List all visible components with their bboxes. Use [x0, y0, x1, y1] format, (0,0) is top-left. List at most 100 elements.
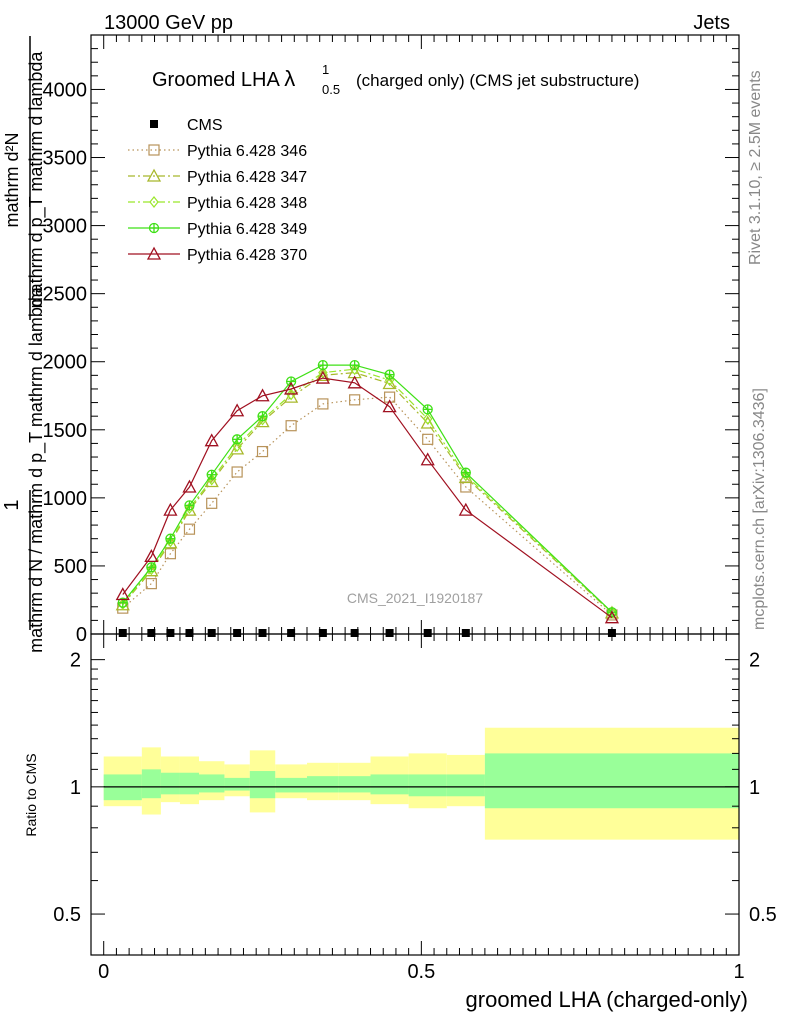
point-p370-9: [347, 375, 362, 389]
ratio-band-inner-1: [141, 769, 161, 799]
point-p346-10: [383, 391, 396, 403]
legend: CMS Pythia 6.428 346 Pythia 6.428 347 Pythi…: [128, 117, 307, 264]
header-right-label: Jets: [693, 12, 730, 34]
point-cms-6: [258, 629, 267, 637]
ratio-band-inner-12: [446, 774, 485, 797]
point-p370-3: [182, 479, 197, 493]
series-line-p348: [122, 368, 613, 613]
main-ylabel: 1 mathrm d N / mathrm d p_T mathrm d lam…: [1, 36, 47, 653]
series-line-p370: [122, 377, 613, 619]
point-p370-7: [284, 381, 299, 395]
series-p346: [117, 391, 618, 621]
ratio-band-inner-10: [370, 774, 409, 795]
legend-marker-p349: [148, 222, 160, 234]
series-p349: [117, 359, 618, 618]
point-p349-3: [184, 500, 195, 511]
ratio-ytick-label-left-2: 2: [70, 650, 81, 672]
point-p349-7: [285, 376, 297, 387]
point-p349-2: [165, 533, 176, 544]
plot-title-sub: 0.5: [322, 82, 340, 97]
point-p370-6: [255, 388, 270, 402]
legend-label-p347: Pythia 6.428 347: [187, 169, 307, 186]
mcplots-label: mcplots.cern.ch [arXiv:1306.3436]: [751, 388, 768, 630]
ratio-ylabel: Ratio to CMS: [23, 753, 39, 836]
point-p348-5: [232, 440, 242, 453]
point-p349-10: [384, 369, 395, 380]
point-p348-7: [286, 388, 296, 401]
point-p370-1: [144, 549, 159, 563]
series-line-p349: [122, 364, 613, 613]
main-ytick-label-4: 2000: [43, 352, 88, 374]
x-tick-label-0: 0: [98, 961, 109, 983]
point-p349-11: [422, 404, 433, 415]
svg-text:Groomed LHA λ: Groomed LHA λ: [152, 66, 295, 91]
ratio-band-inner-5: [224, 777, 250, 791]
point-p349-6: [257, 411, 268, 422]
legend-label-p346: Pythia 6.428 346: [187, 143, 307, 160]
point-p346-11: [422, 433, 434, 445]
main-ylabel-denominator: mathrm d p_T mathrm d lambda: [26, 51, 47, 309]
legend-marker-p347: [146, 168, 162, 182]
point-p349-4: [206, 469, 217, 480]
point-p370-12: [458, 502, 473, 516]
ratio-frame: [90, 633, 740, 956]
main-ylabel-numerator: mathrm d²N: [2, 132, 22, 227]
main-ytick-label-3: 1500: [43, 420, 88, 442]
point-p346-6: [256, 445, 269, 458]
series-p370: [115, 370, 620, 624]
legend-label-p349: Pythia 6.428 349: [187, 221, 307, 238]
x-tick-label-1: 0.5: [407, 961, 435, 983]
point-p346-5: [231, 466, 243, 478]
point-p348-3: [184, 502, 195, 515]
point-p346-9: [349, 394, 361, 406]
legend-entry-p346: Pythia 6.428 346: [128, 143, 307, 160]
point-cms-5: [233, 629, 242, 637]
ratio-ytick-label-right-2: 2: [749, 650, 760, 672]
legend-marker-cms: [150, 120, 158, 128]
legend-marker-p348: [149, 196, 159, 208]
point-cms-12: [461, 629, 470, 637]
point-p346-2: [164, 548, 177, 560]
legend-label-p370: Pythia 6.428 370: [187, 247, 307, 264]
legend-label-cms: CMS: [187, 117, 223, 134]
point-p370-2: [163, 502, 178, 516]
legend-entry-p347: Pythia 6.428 347: [128, 168, 307, 186]
point-cms-0: [118, 629, 127, 637]
point-p370-4: [204, 433, 219, 447]
point-p349-5: [231, 434, 243, 445]
rivet-version-label: Rivet 3.1.10, ≥ 2.5M events: [747, 70, 764, 265]
main-ytick-label-7: 3500: [43, 148, 88, 170]
ratio-band-inner-7: [275, 777, 307, 793]
point-p348-11: [422, 412, 433, 425]
series-cms: [118, 629, 616, 637]
point-cms-4: [207, 629, 216, 637]
point-cms-13: [607, 629, 616, 637]
point-p349-9: [349, 359, 360, 371]
point-p348-12: [461, 469, 471, 482]
point-p346-3: [183, 523, 196, 535]
legend-marker-p346: [148, 144, 160, 156]
point-cms-7: [287, 629, 296, 637]
plot-title-tail: (charged only) (CMS jet substructure): [356, 71, 639, 90]
point-p346-8: [317, 398, 329, 410]
ratio-ytick-label-left-1: 1: [70, 777, 81, 799]
point-p370-8: [315, 370, 330, 384]
point-cms-8: [318, 629, 327, 637]
ratio-band-inner-8: [307, 776, 339, 793]
ratio-band-inner-13: [484, 753, 739, 809]
point-p348-2: [165, 535, 176, 548]
point-p349-1: [146, 562, 157, 573]
x-axis-label: groomed LHA (charged-only): [466, 987, 748, 1012]
point-p370-0: [115, 587, 130, 601]
plot-title-sup: 1: [322, 62, 329, 77]
main-ylabel-norm: mathrm d N / mathrm d p_T mathrm d lambd…: [26, 286, 47, 653]
main-ylabel-one: 1: [1, 499, 23, 510]
series-line-p347: [122, 371, 613, 614]
ratio-band-inner-4: [199, 774, 225, 793]
series-line-p346: [122, 396, 613, 616]
ratio-ytick-label-left-0: 0.5: [53, 904, 81, 926]
header-left-label: 13000 GeV pp: [104, 12, 233, 34]
legend-entry-p348: Pythia 6.428 348: [128, 195, 307, 212]
analysis-watermark: CMS_2021_I1920187: [347, 590, 483, 606]
